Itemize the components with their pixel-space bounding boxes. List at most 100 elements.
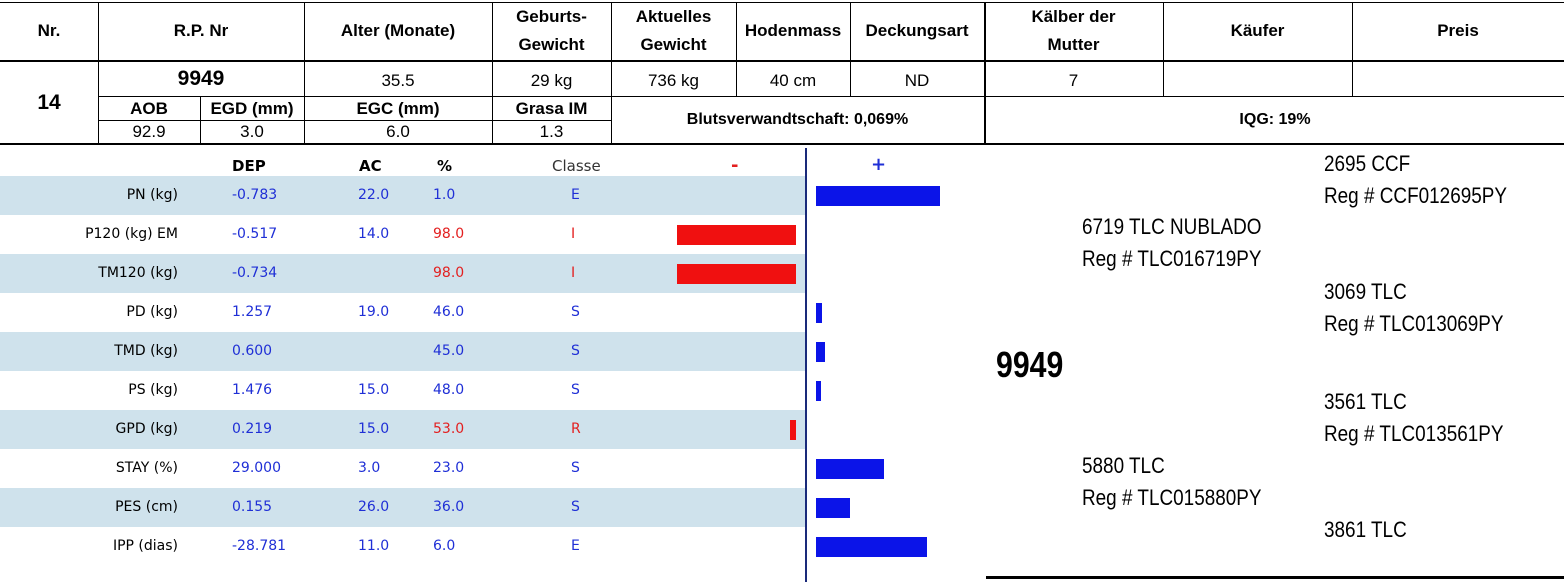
col-header-geburtsgewicht: Geburts- Gewicht: [492, 2, 611, 60]
epd-pct: 36.0: [433, 499, 465, 515]
epd-dep: 0.219: [232, 421, 273, 437]
col-header-preis: Preis: [1437, 21, 1479, 40]
epd-classe: S: [571, 382, 580, 398]
col-header-deckungsart: Deckungsart: [865, 21, 969, 40]
col-header-kaeufer: Käufer: [1230, 21, 1285, 40]
col-header-kaelber: Kälber der Mutter: [984, 2, 1163, 60]
epd-classe: E: [571, 538, 580, 554]
col-header-geburtsgewicht-line2: Gewicht: [518, 35, 585, 54]
epd-dep: 0.600: [232, 343, 273, 359]
epd-dep: 29.000: [232, 460, 281, 476]
pedigree-dam-reg: Reg # TLC015880PY: [1082, 485, 1262, 510]
epd-row: IPP (dias) -28.781 11.0 6.0 E: [0, 527, 927, 566]
carcass-value-divider: [98, 120, 611, 121]
epd-bar-pos: [816, 537, 927, 557]
carcass-label-egc: EGC (mm): [356, 98, 440, 118]
epd-pct: 98.0: [433, 265, 465, 281]
epd-classe: I: [571, 226, 576, 242]
col-divider: [98, 2, 99, 144]
epd-bar-pos: [816, 459, 884, 479]
epd-table: DEP AC % Classe - + PN (kg) -0.783 22.0 1.0…: [0, 148, 984, 582]
epd-ac: 3.0: [358, 460, 381, 476]
value-geburtsgewicht: 29 kg: [530, 71, 573, 90]
carcass-value-egd: 3.0: [240, 122, 264, 141]
carcass-label-grasa: Grasa IM: [515, 98, 588, 118]
value-preis: [1352, 66, 1564, 96]
epd-dep: -0.734: [232, 265, 278, 281]
epd-pct: 45.0: [433, 343, 465, 359]
value-hodenmass: 40 cm: [769, 71, 817, 90]
col-divider: [1352, 2, 1353, 96]
animal-header-table: Nr. R.P. Nr Alter (Monate) Geburts- Gewi…: [0, 0, 1564, 146]
epd-bar-pos: [816, 303, 822, 323]
pedigree-dam-sire-name: 3561 TLC: [1324, 389, 1407, 414]
epd-trait: STAY (%): [115, 460, 178, 476]
epd-trait: TM120 (kg): [98, 265, 178, 281]
col-header-aktuelles-line2: Gewicht: [640, 35, 707, 54]
epd-header-minus: -: [731, 155, 739, 176]
value-nr: 14: [37, 91, 61, 114]
carcass-label-divider: [98, 96, 986, 97]
epd-trait: PES (cm): [115, 499, 178, 515]
pedigree-dam-sire-reg: Reg # TLC013561PY: [1324, 421, 1504, 446]
epd-trait: P120 (kg) EM: [85, 226, 178, 242]
col-header-nr: Nr.: [37, 21, 61, 40]
epd-classe: E: [571, 187, 580, 203]
epd-trait: PD (kg): [126, 304, 178, 320]
col-header-aktuelles-gewicht: Aktuelles Gewicht: [611, 2, 736, 60]
epd-classe: S: [571, 343, 580, 359]
col-header-aktuelles-line1: Aktuelles: [635, 7, 712, 26]
epd-pct: 46.0: [433, 304, 465, 320]
pedigree-sire-sire-reg: Reg # CCF012695PY: [1324, 183, 1508, 208]
col-header-rp-nr: R.P. Nr: [173, 21, 229, 40]
epd-bar-neg: [790, 420, 796, 440]
header-bottom-border: [0, 143, 1564, 145]
epd-ac: 22.0: [358, 187, 390, 203]
header-row-divider: [0, 60, 1564, 62]
col-divider: [611, 96, 612, 144]
epd-header-classe: Classe: [552, 157, 601, 175]
col-header-alter: Alter (Monate): [340, 21, 456, 40]
epd-row: PES (cm) 0.155 26.0 36.0 S: [0, 488, 850, 527]
epd-row: TM120 (kg) -0.734 98.0 I: [0, 254, 806, 293]
col-divider: [1163, 2, 1164, 96]
epd-dep: 1.257: [232, 304, 273, 320]
value-rp-nr: 9949: [177, 67, 225, 90]
epd-header-dep: DEP: [232, 157, 266, 175]
epd-bar-axis: [805, 148, 807, 582]
pedigree-sire-name: 6719 TLC NUBLADO: [1082, 214, 1262, 239]
epd-row: STAY (%) 29.000 3.0 23.0 S: [0, 449, 884, 488]
carcass-value-egc: 6.0: [386, 122, 410, 141]
col-divider: [611, 2, 612, 96]
epd-pct: 6.0: [433, 538, 456, 554]
epd-classe: R: [571, 421, 581, 437]
carcass-value-grasa: 1.3: [539, 122, 564, 141]
epd-pct: 98.0: [433, 226, 465, 242]
epd-trait: PN (kg): [126, 187, 178, 203]
epd-header-plus: +: [871, 154, 887, 175]
iqg-divider: [986, 96, 1564, 97]
pedigree-animal: 9949: [996, 344, 1064, 385]
pedigree-panel: 9949 6719 TLC NUBLADO Reg # TLC016719PY …: [986, 148, 1564, 582]
epd-row: PN (kg) -0.783 22.0 1.0 E: [0, 176, 940, 215]
epd-classe: S: [571, 460, 580, 476]
epd-bar-pos: [816, 342, 825, 362]
epd-row: PD (kg) 1.257 19.0 46.0 S: [0, 293, 822, 332]
col-divider: [492, 2, 493, 144]
epd-trait: IPP (dias): [112, 538, 178, 554]
pedigree-bottom-border: [986, 576, 1564, 579]
epd-ac: 19.0: [358, 304, 390, 320]
epd-header-pct: %: [437, 157, 453, 175]
epd-bar-pos: [816, 381, 821, 401]
epd-ac: 11.0: [358, 538, 390, 554]
epd-bar-pos: [816, 498, 850, 518]
epd-header-row: DEP AC % Classe - +: [0, 148, 984, 186]
pedigree-sire-sire-name: 2695 CCF: [1324, 151, 1411, 176]
col-header-kaelber-line1: Kälber der: [1031, 7, 1116, 26]
epd-bar-pos: [816, 186, 940, 206]
epd-row: GPD (kg) 0.219 15.0 53.0 R: [0, 410, 806, 449]
epd-ac: 15.0: [358, 421, 390, 437]
carcass-label-egd: EGD (mm): [210, 98, 294, 118]
epd-classe: I: [571, 265, 576, 281]
epd-trait: GPD (kg): [115, 421, 178, 437]
